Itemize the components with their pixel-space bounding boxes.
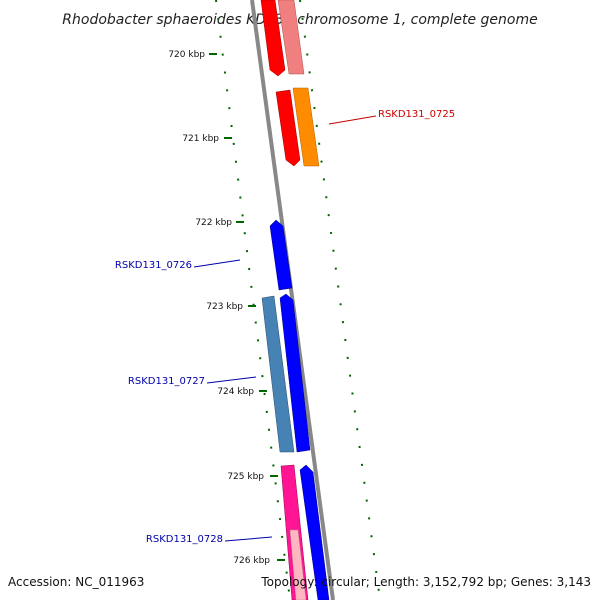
reverse-strand-genes xyxy=(261,295,309,600)
ticks: 720 kbp 721 kbp 722 kbp 723 kbp 724 kbp … xyxy=(168,50,285,566)
map-title: Rhodobacter sphaeroides KD131 chromosome… xyxy=(62,12,537,28)
label-leader xyxy=(224,536,273,542)
label-leader xyxy=(193,259,241,268)
gene-label-rskd131-0726[interactable]: RSKD131_0726 xyxy=(115,260,192,271)
gene-block[interactable] xyxy=(289,529,307,600)
gene-block[interactable] xyxy=(260,0,286,77)
tick-label: 723 kbp xyxy=(206,302,243,312)
tick-label: 721 kbp xyxy=(182,134,219,144)
gene-block[interactable] xyxy=(277,0,305,75)
gene-block[interactable] xyxy=(299,464,330,600)
gene-block[interactable] xyxy=(275,89,301,167)
forward-strand-genes xyxy=(260,0,330,600)
genome-summary-text: Topology: circular; Length: 3,152,792 bp… xyxy=(260,575,591,589)
gene-labels: RSKD131_0725 RSKD131_0726 RSKD131_0727 R… xyxy=(115,109,455,545)
tick-label: 725 kbp xyxy=(227,472,264,482)
tick-label: 720 kbp xyxy=(168,50,205,60)
gene-block[interactable] xyxy=(279,293,311,453)
tick-label: 722 kbp xyxy=(195,218,232,228)
inner-ruler xyxy=(215,0,291,600)
label-leader xyxy=(206,376,257,384)
tick-label: 726 kbp xyxy=(233,556,270,566)
gene-label-rskd131-0728[interactable]: RSKD131_0728 xyxy=(146,534,223,545)
gene-label-rskd131-0727[interactable]: RSKD131_0727 xyxy=(128,376,205,387)
outer-ruler xyxy=(299,0,381,600)
gene-label-rskd131-0725[interactable]: RSKD131_0725 xyxy=(378,109,455,120)
label-leader xyxy=(328,115,377,125)
tick-label: 724 kbp xyxy=(217,387,254,397)
gene-block[interactable] xyxy=(292,87,320,167)
gene-block[interactable] xyxy=(261,295,295,453)
accession-text: Accession: NC_011963 xyxy=(8,575,144,589)
gene-block[interactable] xyxy=(269,219,293,291)
